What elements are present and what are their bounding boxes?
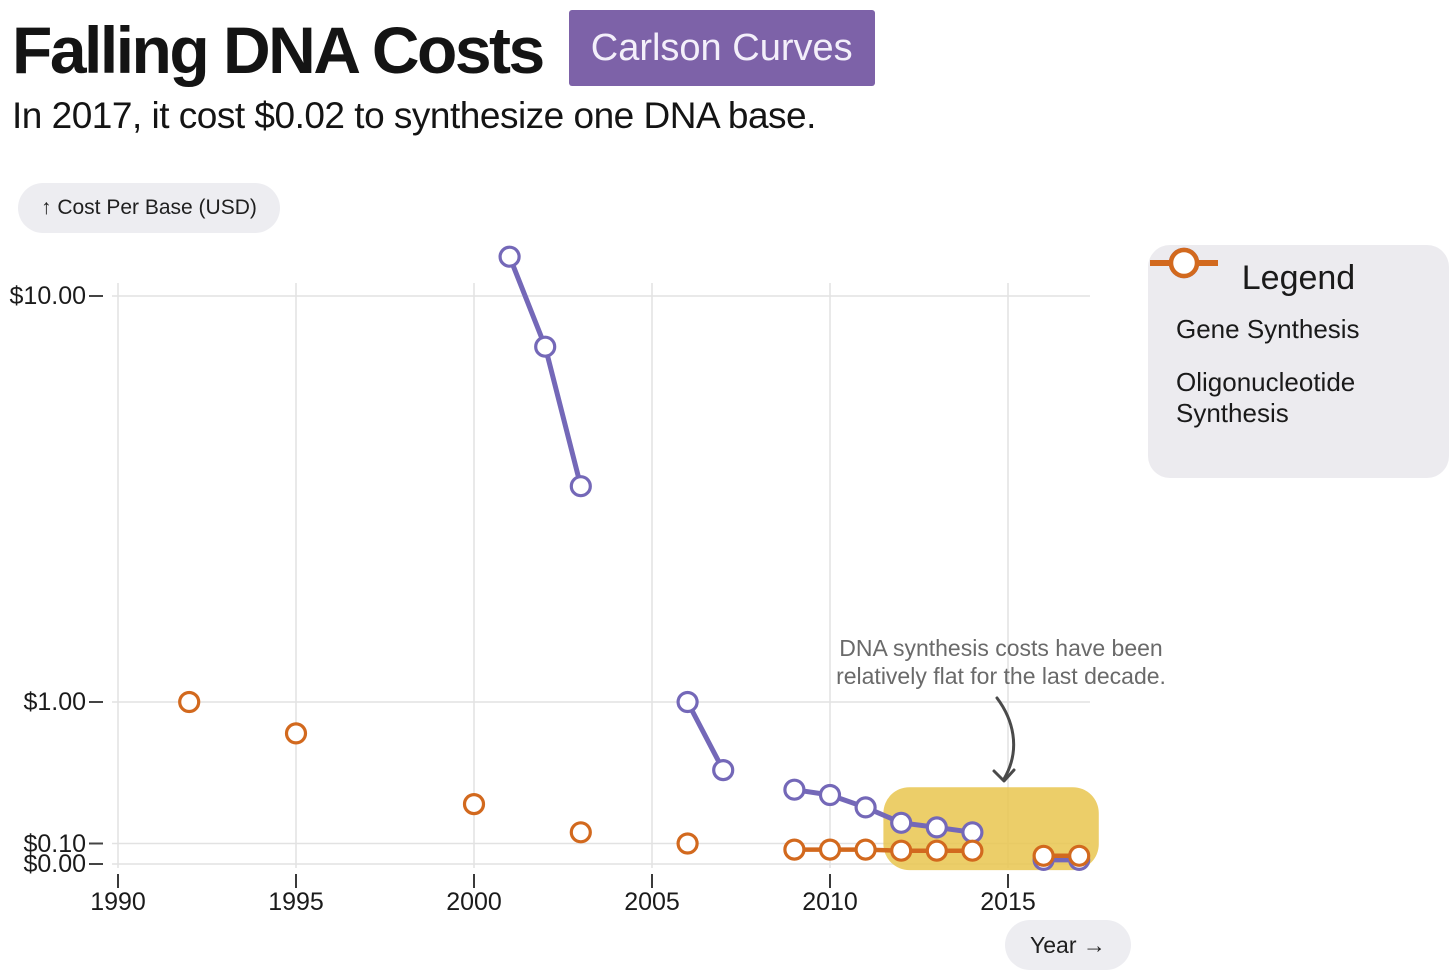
gene-synthesis-point-2010 <box>818 783 842 807</box>
x-tick-label-2000: 2000 <box>446 888 502 916</box>
legend-label-gene-synthesis: Gene Synthesis <box>1176 314 1360 344</box>
gene-synthesis-point-2006 <box>676 690 699 714</box>
annotation-arrow <box>995 696 1016 781</box>
gene-synthesis-point-2009 <box>783 778 806 801</box>
annotation-text: DNA synthesis costs have been relatively… <box>821 634 1181 690</box>
gene-synthesis-point-2001 <box>498 245 521 268</box>
legend-entry-gene-synthesis: Gene Synthesis <box>1150 247 1449 345</box>
x-tick-label-1990: 1990 <box>90 888 146 916</box>
y-tick-label-10-00: $10.00 <box>9 282 86 310</box>
legend-entry-oligonucleotide-synthesis: Oligonucleotide Synthesis <box>1150 247 1449 429</box>
x-tick-label-1995: 1995 <box>268 888 324 916</box>
gene-synthesis-line-segment-1 <box>507 254 584 489</box>
oligonucleotide-synthesis-point-2006 <box>676 832 699 855</box>
annotation-arrowhead <box>992 768 1016 783</box>
legend-box: Legend Gene Synthesis Oligonucleotide Syn… <box>1148 245 1449 478</box>
x-tick-label-2005: 2005 <box>624 888 680 916</box>
y-tick-label-0-00: $0.00 <box>23 850 86 878</box>
y-tick-label-1-00: $1.00 <box>23 688 86 716</box>
oligonucleotide-synthesis-point-2017 <box>1068 844 1091 867</box>
annotation-line-1: DNA synthesis costs have been <box>839 635 1163 661</box>
gene-synthesis-line-segment-2 <box>685 699 726 773</box>
gene-synthesis-point-2011 <box>854 796 877 819</box>
gene-synthesis-point-2014 <box>961 821 984 844</box>
oligonucleotide-synthesis-point-2014 <box>961 839 984 862</box>
y-axis-label-pill: ↑ Cost Per Base (USD) <box>18 183 280 233</box>
gene-synthesis-point-2003 <box>569 475 592 498</box>
oligonucleotide-synthesis-point-1992 <box>178 690 201 714</box>
gene-synthesis-point-2012 <box>890 811 913 834</box>
oligonucleotide-synthesis-point-2009 <box>783 838 806 861</box>
legend-entries: Gene Synthesis Oligonucleotide Synthesis <box>1150 247 1449 430</box>
legend-marker-oligonucleotide-synthesis-icon <box>1150 247 1218 279</box>
oligonucleotide-synthesis-point-1995 <box>284 722 308 745</box>
header: Falling DNA Costs Carlson Curves In 2017… <box>12 6 875 137</box>
x-axis-label-pill: Year → <box>1005 920 1131 970</box>
gene-synthesis-point-2013 <box>925 816 948 839</box>
page-title: Falling DNA Costs <box>12 13 545 87</box>
gene-synthesis-point-2007 <box>712 758 735 782</box>
oligonucleotide-synthesis-point-2003 <box>569 821 592 844</box>
y-tick-label-0-10: $0.10 <box>23 829 86 858</box>
chart-subtitle: In 2017, it cost $0.02 to synthesize one… <box>12 95 816 137</box>
x-tick-label-2010: 2010 <box>802 888 858 916</box>
gene-synthesis-point-2002 <box>534 335 557 358</box>
oligonucleotide-synthesis-point-2010 <box>818 838 842 861</box>
annotation-line-2: relatively flat for the last decade. <box>836 663 1166 690</box>
oligonucleotide-synthesis-point-2011 <box>854 838 877 861</box>
carlson-curves-badge: Carlson Curves <box>568 10 875 86</box>
oligonucleotide-synthesis-point-2013 <box>925 839 948 862</box>
legend-label-oligonucleotide-synthesis: Oligonucleotide Synthesis <box>1176 367 1356 429</box>
oligonucleotide-synthesis-point-2016 <box>1032 844 1055 867</box>
oligonucleotide-synthesis-point-2000 <box>462 792 486 816</box>
oligonucleotide-synthesis-point-2012 <box>890 839 913 862</box>
legend-title: Legend <box>1241 259 1356 297</box>
x-tick-label-2015: 2015 <box>980 888 1036 916</box>
